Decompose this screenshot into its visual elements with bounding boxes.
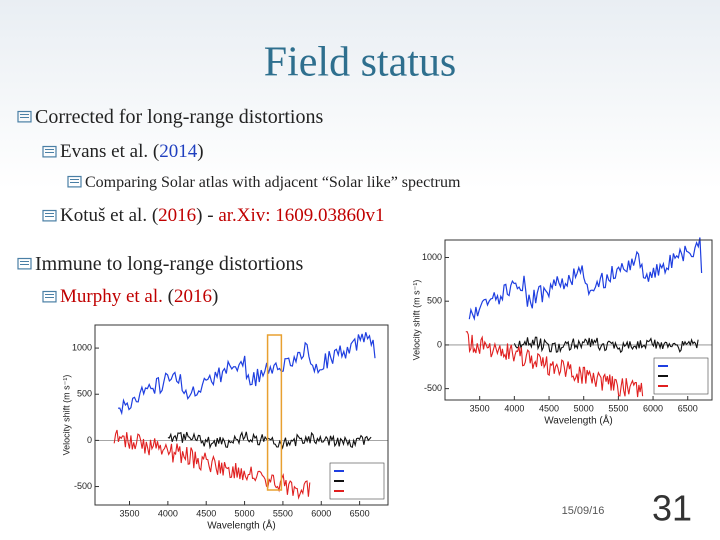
curve [167,431,372,450]
footer-date: 15/09/16 [562,505,605,517]
bullet-icon-box [17,257,32,270]
y-tick-label: -500 [424,383,442,393]
bullet-icon-box [67,175,82,188]
text-run: ) - [196,205,218,226]
text-run: ) [197,141,203,162]
y-tick-label: 1000 [72,342,92,352]
figure: 3500 4000 4500 5000 5500 6000 6500 -500 0 500 1000… [410,235,718,430]
bullet-icon [42,290,57,303]
y-tick-label: 1000 [422,252,442,262]
text-run: Evans et al. ( [60,141,159,162]
page-number: 31 [652,488,692,529]
curve [468,237,703,322]
text-run: Immune to long-range distortions [35,253,304,275]
x-tick-label: 6000 [643,403,663,413]
bullet-icon-box [17,110,32,123]
bullet-icon [42,209,57,222]
x-tick-label: 3500 [470,403,490,413]
x-tick-label: 6000 [311,508,331,518]
bullet-text: Comparing Solar atlas with adjacent “Sol… [85,174,461,191]
bullet-icon [67,175,82,188]
text-run: 2016 [174,286,212,307]
text-run: 2014 [159,141,198,162]
text-run: ( [163,286,174,307]
bullet-icon-box [42,290,57,303]
text-run: ) [212,286,218,307]
curve [513,336,699,354]
x-tick-label: 3500 [120,508,140,518]
plot-frame [94,324,389,506]
x-tick-label: 5500 [608,403,628,413]
x-tick-label: 4500 [196,508,216,518]
text-run: Comparing Solar atlas with adjacent “Sol… [85,174,461,191]
bullet-icon-box [42,209,57,222]
figure: 3500 4000 4500 5000 5500 6000 6500 -500 0 500 1000… [60,318,395,532]
text-run: ar.Xiv: 1609.03860v1 [218,205,384,226]
bullet-text: Murphy et al. (2016) [60,286,218,307]
y-tick-label: -500 [74,481,92,491]
x-tick-label: 5500 [273,508,293,518]
y-axis-label: Velocity shift (m s⁻¹) [61,375,71,456]
bullet-text: Corrected for long-range distortions [35,106,323,128]
y-tick-label: 0 [87,435,92,445]
bullet-text: Kotuš et al. (2016) - ar.Xiv: 1609.03860… [60,205,385,226]
bullet-text: Evans et al. (2014) [60,141,204,162]
curve [117,332,376,416]
figure-background [60,318,395,532]
x-tick-label: 5000 [574,403,594,413]
text-run: 2016 [158,205,196,226]
x-tick-label: 6500 [350,508,370,518]
text-run: Kotuš et al. ( [60,205,158,226]
y-tick-label: 500 [427,296,442,306]
x-axis-label: Wavelength (Å) [207,519,276,532]
x-axis-label: Wavelength (Å) [544,414,613,427]
bullet-icon [17,110,32,123]
x-tick-label: 5000 [235,508,255,518]
text-run: Corrected for long-range distortions [35,106,323,128]
highlight-box [266,334,283,491]
bullet-icon [17,257,32,270]
y-axis-label: Velocity shift (m s⁻¹) [411,280,421,361]
bullet-icon [42,145,57,158]
y-tick-label: 0 [437,339,442,349]
text-run: Murphy et al. [60,286,163,307]
bullet-icon-box [42,145,57,158]
x-tick-label: 4500 [539,403,559,413]
bullet-text: Immune to long-range distortions [35,253,304,275]
plot-frame [444,239,713,401]
slide-title: Field status [264,40,457,86]
curve [113,429,311,500]
x-tick-label: 4000 [504,403,524,413]
y-tick-label: 500 [77,389,92,399]
curve [465,330,644,398]
x-tick-label: 4000 [158,508,178,518]
x-tick-label: 6500 [678,403,698,413]
